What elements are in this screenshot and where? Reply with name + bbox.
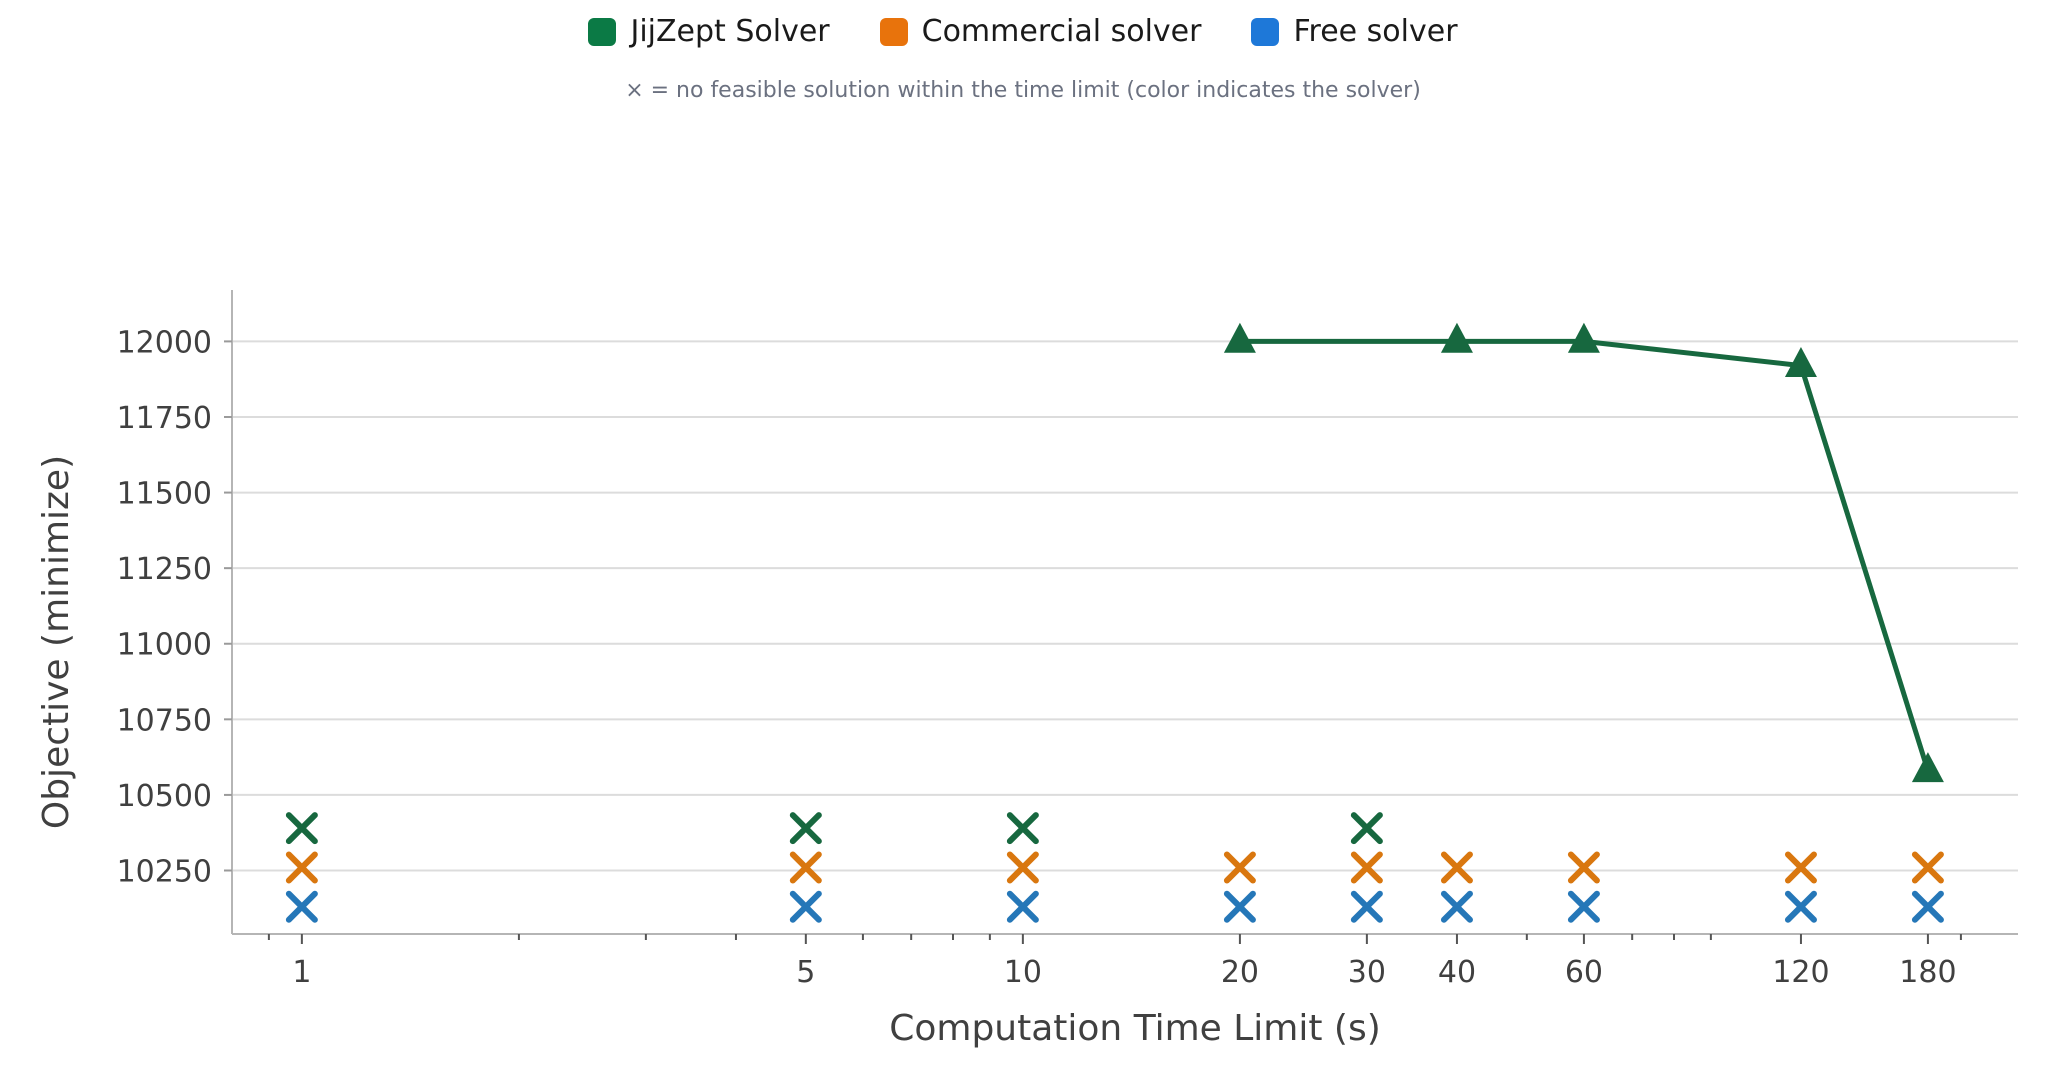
legend: JijZept Solver Commercial solver Free so… — [0, 14, 2046, 49]
x-stroke — [1440, 890, 1473, 923]
infeasible-x-marker — [789, 812, 822, 845]
jijzept-swatch-icon — [588, 17, 617, 46]
infeasible-x-marker — [1350, 890, 1383, 923]
y-tick-label: 10250 — [117, 855, 212, 890]
infeasible-x-marker — [1223, 890, 1256, 923]
x-stroke — [285, 890, 318, 923]
series-line — [1239, 338, 1931, 772]
infeasible-x-marker — [1440, 890, 1473, 923]
triangle-marker — [1440, 322, 1473, 353]
x-tick-label: 30 — [1348, 955, 1386, 990]
x-tick-label: 40 — [1438, 955, 1476, 990]
commercial-swatch-icon — [879, 17, 908, 46]
infeasible-x-marker — [1567, 890, 1600, 923]
x-stroke — [1567, 890, 1600, 923]
grid — [232, 340, 2018, 872]
x-stroke — [1784, 851, 1817, 884]
y-tick-label: 11500 — [117, 477, 212, 512]
axes — [231, 290, 2018, 935]
infeasible-x-marker — [1784, 851, 1817, 884]
x-tick-label: 120 — [1772, 955, 1829, 990]
legend-item-commercial: Commercial solver — [879, 14, 1202, 49]
x-stroke — [1911, 851, 1944, 884]
legend-item-free: Free solver — [1251, 14, 1458, 49]
triangle-marker — [1223, 322, 1256, 353]
x-tick-label: 20 — [1221, 955, 1259, 990]
triangle-marker — [1784, 346, 1817, 377]
infeasible-x-marker — [1350, 812, 1383, 845]
x-stroke — [285, 851, 318, 884]
y-axis-title: Objective (minimize) — [36, 455, 77, 829]
infeasible-x-marker — [1440, 851, 1473, 884]
x-stroke — [789, 851, 822, 884]
free-swatch-icon — [1251, 17, 1280, 46]
x-tick-label: 60 — [1565, 955, 1603, 990]
legend-label-free: Free solver — [1293, 14, 1458, 49]
y-ticks: 10250 10500 10750 11000 11250 11500 11750 12000 — [117, 325, 232, 890]
infeasible-x-marker — [285, 812, 318, 845]
triangle-marker — [1911, 752, 1944, 783]
y-tick-label: 11750 — [117, 401, 212, 436]
x-stroke — [1350, 812, 1383, 845]
infeasible-x-marker — [1567, 851, 1600, 884]
triangle-marker — [1567, 322, 1600, 353]
infeasible-x-marker — [1006, 851, 1039, 884]
x-stroke — [1350, 890, 1383, 923]
legend-label-commercial: Commercial solver — [921, 14, 1202, 49]
marks — [285, 322, 1944, 923]
x-stroke — [1223, 890, 1256, 923]
x-stroke — [1911, 890, 1944, 923]
infeasible-x-marker — [1006, 890, 1039, 923]
x-ticks: 1 5 10 20 30 40 60 120 180 — [267, 934, 1962, 990]
y-tick-label: 11250 — [117, 552, 212, 587]
x-stroke — [285, 812, 318, 845]
x-axis-title: Computation Time Limit (s) — [889, 1008, 1381, 1049]
infeasible-x-marker — [789, 890, 822, 923]
x-tick-label: 1 — [292, 955, 311, 990]
y-tick-label: 11000 — [117, 628, 212, 663]
infeasible-x-marker — [789, 851, 822, 884]
x-stroke — [1006, 890, 1039, 923]
infeasible-x-marker — [1911, 890, 1944, 923]
y-tick-label: 10500 — [117, 779, 212, 814]
x-stroke — [1223, 851, 1256, 884]
x-stroke — [1006, 812, 1039, 845]
x-stroke — [1350, 851, 1383, 884]
infeasible-x-marker — [1006, 812, 1039, 845]
infeasible-x-marker — [1784, 890, 1817, 923]
infeasible-x-marker — [1223, 851, 1256, 884]
x-stroke — [789, 812, 822, 845]
legend-label-jijzept: JijZept Solver — [630, 14, 830, 49]
x-stroke — [1006, 851, 1039, 884]
x-stroke — [1784, 890, 1817, 923]
x-tick-label: 5 — [796, 955, 815, 990]
x-stroke — [1567, 851, 1600, 884]
x-stroke — [1440, 851, 1473, 884]
x-stroke — [789, 890, 822, 923]
x-tick-label: 180 — [1899, 955, 1956, 990]
legend-item-jijzept: JijZept Solver — [588, 14, 830, 49]
infeasible-x-marker — [1911, 851, 1944, 884]
infeasible-x-marker — [285, 851, 318, 884]
y-tick-label: 12000 — [117, 325, 212, 360]
x-tick-label: 10 — [1004, 955, 1042, 990]
legend-note: × = no feasible solution within the time… — [625, 78, 1421, 103]
infeasible-x-marker — [1350, 851, 1383, 884]
infeasible-x-marker — [285, 890, 318, 923]
y-tick-label: 10750 — [117, 703, 212, 738]
